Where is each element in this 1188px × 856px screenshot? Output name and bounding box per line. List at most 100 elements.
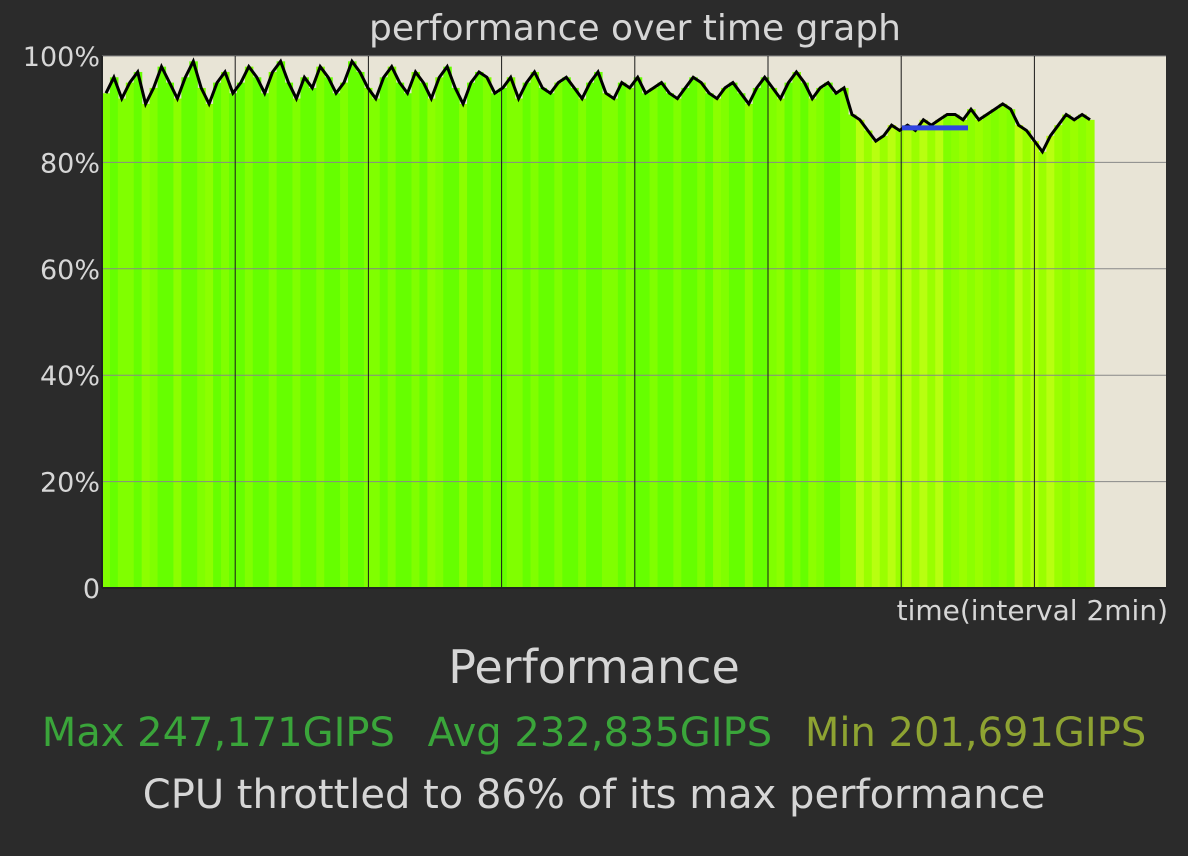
data-bar bbox=[943, 114, 952, 589]
data-bar bbox=[1014, 125, 1024, 588]
y-tick-label: 80% bbox=[40, 148, 100, 179]
data-bar bbox=[102, 93, 111, 589]
data-bar bbox=[173, 98, 182, 588]
stats-row: Max 247,171GIPS Avg 232,835GIPS Min 201,… bbox=[0, 710, 1188, 756]
data-bar bbox=[236, 82, 246, 588]
data-bar bbox=[681, 87, 690, 589]
data-bar bbox=[157, 66, 167, 588]
min-stat: Min 201,691GIPS bbox=[804, 710, 1147, 756]
data-bar bbox=[601, 93, 611, 589]
data-bar bbox=[181, 77, 190, 588]
data-bar bbox=[736, 93, 746, 589]
data-bar bbox=[863, 130, 873, 589]
data-bar bbox=[260, 93, 270, 589]
data-bar bbox=[467, 82, 476, 588]
data-bar bbox=[403, 93, 413, 589]
throttle-message: CPU throttled to 86% of its max performa… bbox=[142, 772, 1046, 818]
data-bar bbox=[840, 87, 849, 589]
data-bar bbox=[308, 87, 317, 589]
data-bar bbox=[459, 103, 468, 588]
data-bar bbox=[395, 82, 405, 588]
data-bar bbox=[808, 98, 817, 588]
data-bar bbox=[1054, 125, 1063, 588]
y-tick-label: 0 bbox=[83, 574, 100, 605]
data-bar bbox=[847, 114, 857, 589]
data-bar bbox=[673, 98, 682, 588]
data-bar bbox=[109, 77, 119, 588]
data-bar bbox=[879, 135, 889, 589]
data-bar bbox=[300, 77, 309, 588]
data-bar bbox=[562, 77, 571, 588]
series-line bbox=[104, 57, 1091, 155]
data-bar bbox=[435, 77, 444, 588]
data-bar bbox=[482, 77, 492, 588]
data-bar bbox=[768, 87, 778, 589]
data-bar bbox=[657, 82, 667, 588]
data-bar bbox=[141, 103, 151, 588]
data-bar bbox=[578, 98, 587, 588]
data-bar bbox=[713, 98, 722, 588]
data-bar bbox=[998, 103, 1008, 588]
data-bar bbox=[117, 98, 127, 588]
data-bar bbox=[665, 93, 674, 589]
data-bar bbox=[332, 93, 341, 589]
data-bar bbox=[324, 77, 333, 588]
data-bar bbox=[522, 82, 532, 588]
data-bar bbox=[316, 66, 325, 588]
data-bar bbox=[633, 77, 643, 588]
data-bar bbox=[125, 82, 135, 588]
data-bar bbox=[990, 109, 1000, 588]
data-bar bbox=[292, 98, 301, 588]
x-axis-label: time(interval 2min) bbox=[896, 594, 1168, 627]
data-bar bbox=[244, 66, 254, 588]
data-bar bbox=[213, 82, 222, 588]
data-bar bbox=[474, 71, 484, 588]
avg-stat: Avg 232,835GIPS bbox=[427, 710, 773, 756]
data-bar bbox=[832, 93, 841, 589]
y-tick-label: 60% bbox=[40, 255, 100, 286]
data-bar bbox=[514, 98, 524, 588]
data-bar bbox=[721, 87, 730, 589]
data-bar bbox=[927, 125, 936, 588]
data-bar bbox=[752, 87, 762, 589]
data-bar bbox=[1070, 119, 1079, 588]
data-bar bbox=[546, 93, 555, 589]
data-bar bbox=[427, 98, 436, 588]
data-bar bbox=[443, 66, 452, 588]
data-bar bbox=[935, 119, 944, 588]
data-bar bbox=[697, 82, 706, 588]
data-bar bbox=[895, 130, 905, 589]
data-bar bbox=[689, 77, 698, 588]
data-bar bbox=[554, 82, 563, 588]
data-bar bbox=[133, 71, 143, 588]
y-tick-label: 40% bbox=[40, 361, 100, 392]
data-bar bbox=[538, 87, 548, 589]
data-bar bbox=[649, 87, 659, 589]
data-bar bbox=[824, 82, 833, 588]
data-bar bbox=[887, 125, 897, 588]
data-bar bbox=[1022, 130, 1032, 589]
data-bar bbox=[284, 82, 294, 588]
data-bar bbox=[760, 77, 770, 588]
data-bar bbox=[911, 130, 921, 589]
data-bar bbox=[609, 98, 619, 588]
performance-chart: 0 20% 40% 60% 80% 100% bbox=[23, 42, 1166, 605]
data-bar bbox=[855, 119, 865, 588]
data-bar bbox=[776, 98, 786, 588]
data-bar bbox=[967, 109, 976, 588]
data-bar bbox=[1078, 114, 1087, 589]
data-bar bbox=[816, 87, 825, 589]
data-bar bbox=[1062, 114, 1071, 589]
section-title: Performance bbox=[448, 640, 740, 694]
data-bar bbox=[744, 103, 754, 588]
data-bar bbox=[340, 82, 349, 588]
data-bar bbox=[451, 87, 460, 589]
data-bar bbox=[189, 61, 198, 588]
data-bar bbox=[617, 82, 627, 588]
data-bar bbox=[379, 77, 389, 588]
data-bar bbox=[411, 71, 421, 588]
y-tick-label: 20% bbox=[40, 468, 100, 499]
y-tick-label: 100% bbox=[23, 42, 100, 73]
data-bar bbox=[1086, 119, 1095, 588]
data-bar bbox=[959, 119, 968, 588]
